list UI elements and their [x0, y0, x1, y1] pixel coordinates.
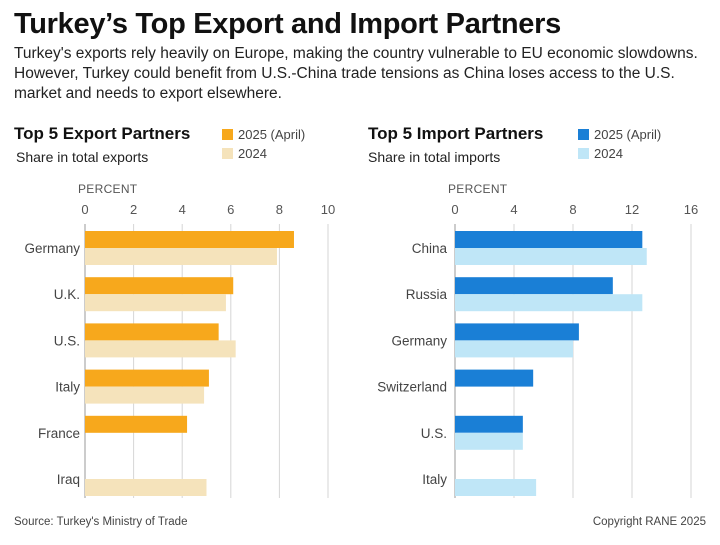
- import-bar-2025-1: [455, 277, 613, 295]
- import-bar-2025-4: [455, 415, 523, 433]
- import-category-label-2: Germany: [391, 333, 447, 348]
- export-bar-2025-0: [85, 231, 294, 248]
- import-legend-2024-swatch: [578, 148, 589, 159]
- export-tick-label-4: 4: [179, 202, 186, 217]
- import-category-label-5: Italy: [422, 472, 447, 487]
- import-axis-label: PERCENT: [448, 182, 508, 196]
- export-category-label-5: Iraq: [57, 472, 80, 487]
- export-category-label-4: France: [38, 426, 80, 441]
- export-legend-2025-label: 2025 (April): [238, 127, 306, 142]
- import-legend-2025-swatch: [578, 129, 589, 140]
- import-legend-2024-label: 2024: [594, 146, 623, 161]
- import-tick-label-4: 4: [510, 202, 517, 217]
- export-legend-2025: 2025 (April): [222, 127, 305, 142]
- export-bar-2024-5: [85, 479, 207, 496]
- export-bar-2025-3: [85, 369, 209, 387]
- export-axis-label: PERCENT: [78, 182, 138, 196]
- import-bar-2024-4: [455, 432, 523, 450]
- import-category-label-3: Switzerland: [377, 380, 447, 395]
- import-category-label-1: Russia: [406, 287, 448, 302]
- import-chart-subtitle: Share in total imports: [368, 149, 501, 165]
- import-chart-title: Top 5 Import Partners: [368, 124, 544, 143]
- export-bar-2025-1: [85, 277, 234, 295]
- export-bar-2025-2: [85, 323, 219, 341]
- import-category-label-0: China: [412, 241, 448, 256]
- export-legend-2025-swatch: [222, 129, 233, 140]
- export-bar-2024-2: [85, 340, 236, 358]
- import-legend-2025-label: 2025 (April): [594, 127, 662, 142]
- export-tick-label-10: 10: [321, 202, 335, 217]
- import-legend-2024: 2024: [578, 146, 623, 161]
- import-bar-2025-0: [455, 231, 643, 248]
- import-tick-label-8: 8: [569, 202, 576, 217]
- import-bar-2024-0: [455, 248, 647, 265]
- export-category-label-1: U.K.: [54, 287, 80, 302]
- export-bar-2025-4: [85, 415, 188, 433]
- import-bar-2024-2: [455, 340, 573, 358]
- import-bar-2024-1: [455, 294, 643, 312]
- export-bar-2024-3: [85, 386, 205, 404]
- import-tick-label-12: 12: [625, 202, 639, 217]
- export-category-label-0: Germany: [24, 241, 80, 256]
- export-category-label-3: Italy: [55, 380, 80, 395]
- export-bar-2024-1: [85, 294, 226, 312]
- import-tick-label-16: 16: [684, 202, 698, 217]
- export-legend-2024-label: 2024: [238, 146, 267, 161]
- import-category-label-4: U.S.: [421, 426, 447, 441]
- export-legend-2024-swatch: [222, 148, 233, 159]
- page-title: Turkey’s Top Export and Import Partners: [14, 8, 561, 40]
- export-tick-label-8: 8: [276, 202, 283, 217]
- import-tick-label-0: 0: [451, 202, 458, 217]
- export-tick-label-2: 2: [130, 202, 137, 217]
- export-legend-2024: 2024: [222, 146, 267, 161]
- export-tick-label-6: 6: [227, 202, 234, 217]
- import-bar-2024-5: [455, 479, 537, 496]
- export-chart-title: Top 5 Export Partners: [14, 124, 191, 143]
- copyright-note: Copyright RANE 2025: [592, 516, 706, 528]
- import-bar-2025-2: [455, 323, 579, 341]
- export-tick-label-0: 0: [81, 202, 88, 217]
- import-legend-2025: 2025 (April): [578, 127, 661, 142]
- export-bar-2024-0: [85, 248, 277, 265]
- import-bar-2025-3: [455, 369, 534, 387]
- page-subtitle: Turkey's exports rely heavily on Europe,…: [14, 45, 698, 102]
- export-chart-subtitle: Share in total exports: [16, 149, 149, 165]
- export-category-label-2: U.S.: [54, 333, 80, 348]
- source-note: Source: Turkey's Ministry of Trade: [14, 516, 188, 528]
